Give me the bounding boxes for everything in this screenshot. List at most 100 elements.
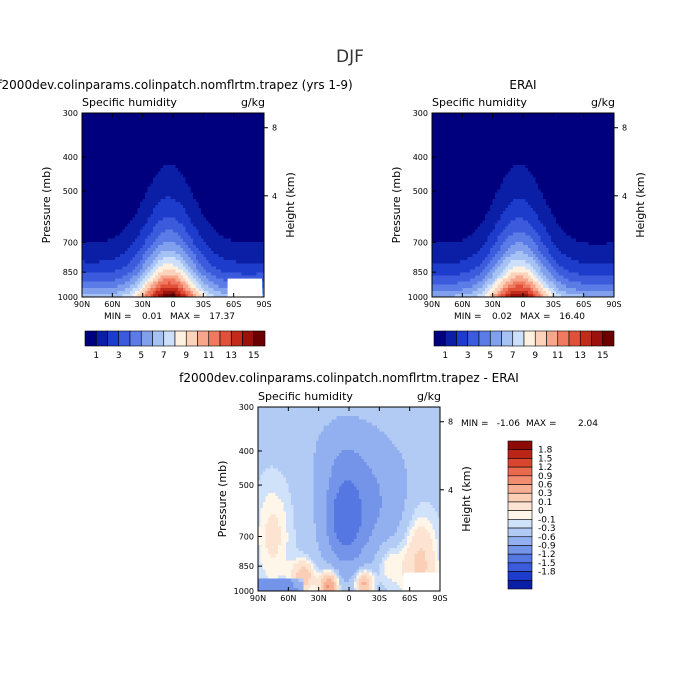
contour-cell bbox=[107, 232, 111, 237]
contour-cell bbox=[135, 290, 139, 295]
contour-cell bbox=[94, 165, 98, 169]
contour-cell bbox=[530, 116, 534, 120]
contour-cell bbox=[124, 192, 129, 197]
contour-cell bbox=[261, 143, 265, 148]
contour-cell bbox=[150, 134, 154, 139]
contour-cell bbox=[150, 269, 154, 274]
contour-cell bbox=[203, 140, 207, 145]
contour-cell bbox=[190, 235, 194, 240]
contour-cell bbox=[157, 189, 161, 194]
contour-cell bbox=[137, 229, 141, 234]
contour-cell bbox=[221, 195, 225, 200]
contour-cell bbox=[167, 247, 172, 252]
contour-cell bbox=[130, 134, 134, 139]
contour-cell bbox=[132, 137, 136, 142]
contour-cell bbox=[593, 125, 597, 129]
contour-cell bbox=[124, 143, 129, 148]
contour-cell bbox=[195, 159, 199, 163]
contour-cell bbox=[258, 189, 263, 194]
contour-cell bbox=[226, 238, 230, 243]
contour-cell bbox=[218, 266, 222, 270]
contour-cell bbox=[596, 122, 600, 126]
contour-cell bbox=[178, 128, 182, 132]
contour-cell bbox=[140, 275, 144, 280]
contour-cell bbox=[130, 284, 134, 289]
contour-cell bbox=[180, 226, 184, 231]
contour-cell bbox=[601, 125, 605, 129]
contour-cell bbox=[233, 134, 237, 139]
contour-cell bbox=[238, 189, 242, 194]
contour-cell bbox=[248, 125, 252, 129]
contour-cell bbox=[246, 214, 250, 218]
contour-cell bbox=[160, 152, 164, 157]
contour-cell bbox=[140, 113, 144, 117]
contour-cell bbox=[200, 220, 204, 224]
contour-cell bbox=[167, 113, 172, 117]
contour-cell bbox=[119, 232, 124, 237]
contour-cell bbox=[231, 189, 235, 194]
contour-cell bbox=[104, 128, 108, 132]
contour-cell bbox=[84, 122, 88, 126]
contour-cell bbox=[261, 223, 265, 228]
contour-cell bbox=[190, 128, 194, 132]
contour-cell bbox=[218, 137, 222, 142]
contour-cell bbox=[203, 247, 207, 252]
contour-cell bbox=[210, 183, 215, 188]
contour-cell bbox=[221, 125, 225, 129]
contour-cell bbox=[99, 116, 103, 120]
contour-cell bbox=[193, 272, 197, 277]
contour-cell bbox=[190, 260, 194, 264]
contour-cell bbox=[127, 116, 131, 120]
contour-cell bbox=[246, 171, 250, 175]
contour-cell bbox=[173, 201, 177, 206]
contour-cell bbox=[223, 174, 227, 178]
contour-cell bbox=[208, 165, 212, 169]
contour-cell bbox=[97, 122, 101, 126]
contour-cell bbox=[205, 278, 209, 283]
contour-cell bbox=[213, 198, 217, 203]
contour-cell bbox=[457, 128, 461, 132]
contour-cell bbox=[165, 165, 169, 169]
contour-cell bbox=[203, 254, 207, 258]
contour-cell bbox=[228, 226, 232, 231]
contour-cell bbox=[87, 128, 91, 132]
contour-cell bbox=[162, 155, 167, 160]
contour-cell bbox=[87, 251, 91, 255]
contour-cell bbox=[180, 232, 184, 237]
y-tick-label: 700 bbox=[63, 238, 78, 247]
contour-cell bbox=[152, 263, 156, 267]
contour-cell bbox=[107, 254, 111, 258]
contour-cell bbox=[215, 266, 220, 270]
contour-cell bbox=[112, 235, 116, 240]
contour-cell bbox=[596, 116, 600, 120]
contour-cell bbox=[97, 275, 101, 280]
contour-cell bbox=[210, 201, 215, 206]
contour-cell bbox=[253, 174, 258, 178]
contour-cell bbox=[84, 229, 88, 234]
contour-cell bbox=[82, 223, 86, 228]
contour-cell bbox=[543, 134, 547, 139]
contour-cell bbox=[464, 125, 468, 129]
contour-cell bbox=[84, 183, 88, 188]
contour-cell bbox=[474, 128, 479, 132]
contour-cell bbox=[127, 149, 131, 154]
contour-cell bbox=[87, 125, 91, 129]
contour-cell bbox=[218, 180, 222, 185]
contour-cell bbox=[200, 165, 204, 169]
panel-subtitle: Specific humidity bbox=[432, 96, 527, 109]
contour-cell bbox=[183, 208, 187, 212]
contour-cell bbox=[180, 119, 184, 123]
contour-cell bbox=[208, 140, 212, 145]
contour-cell bbox=[124, 183, 129, 188]
contour-cell bbox=[173, 159, 177, 163]
contour-cell bbox=[505, 113, 509, 117]
contour-cell bbox=[253, 168, 258, 172]
contour-cell bbox=[97, 137, 101, 142]
contour-cell bbox=[124, 201, 129, 206]
contour-cell bbox=[193, 119, 197, 123]
contour-cell bbox=[137, 241, 141, 246]
contour-cell bbox=[193, 217, 197, 221]
contour-cell bbox=[173, 223, 177, 228]
contour-cell bbox=[102, 293, 106, 298]
contour-cell bbox=[167, 281, 172, 286]
